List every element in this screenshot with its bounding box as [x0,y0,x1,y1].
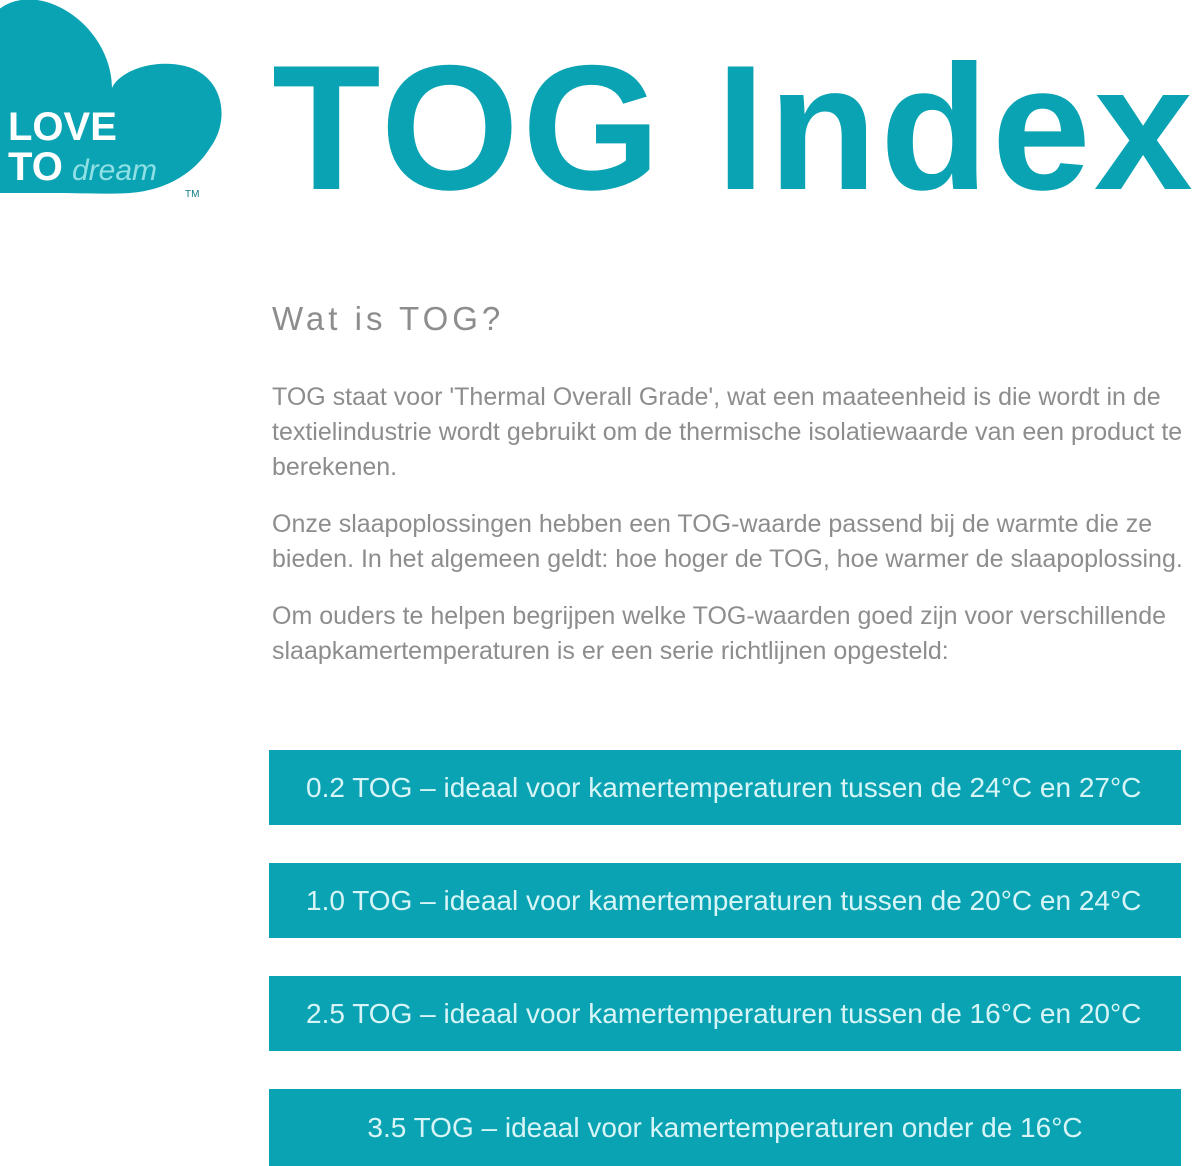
svg-text:dream: dream [72,154,157,187]
svg-text:TO: TO [8,145,63,189]
svg-text:TM: TM [185,189,199,200]
svg-text:LOVE: LOVE [8,105,117,149]
